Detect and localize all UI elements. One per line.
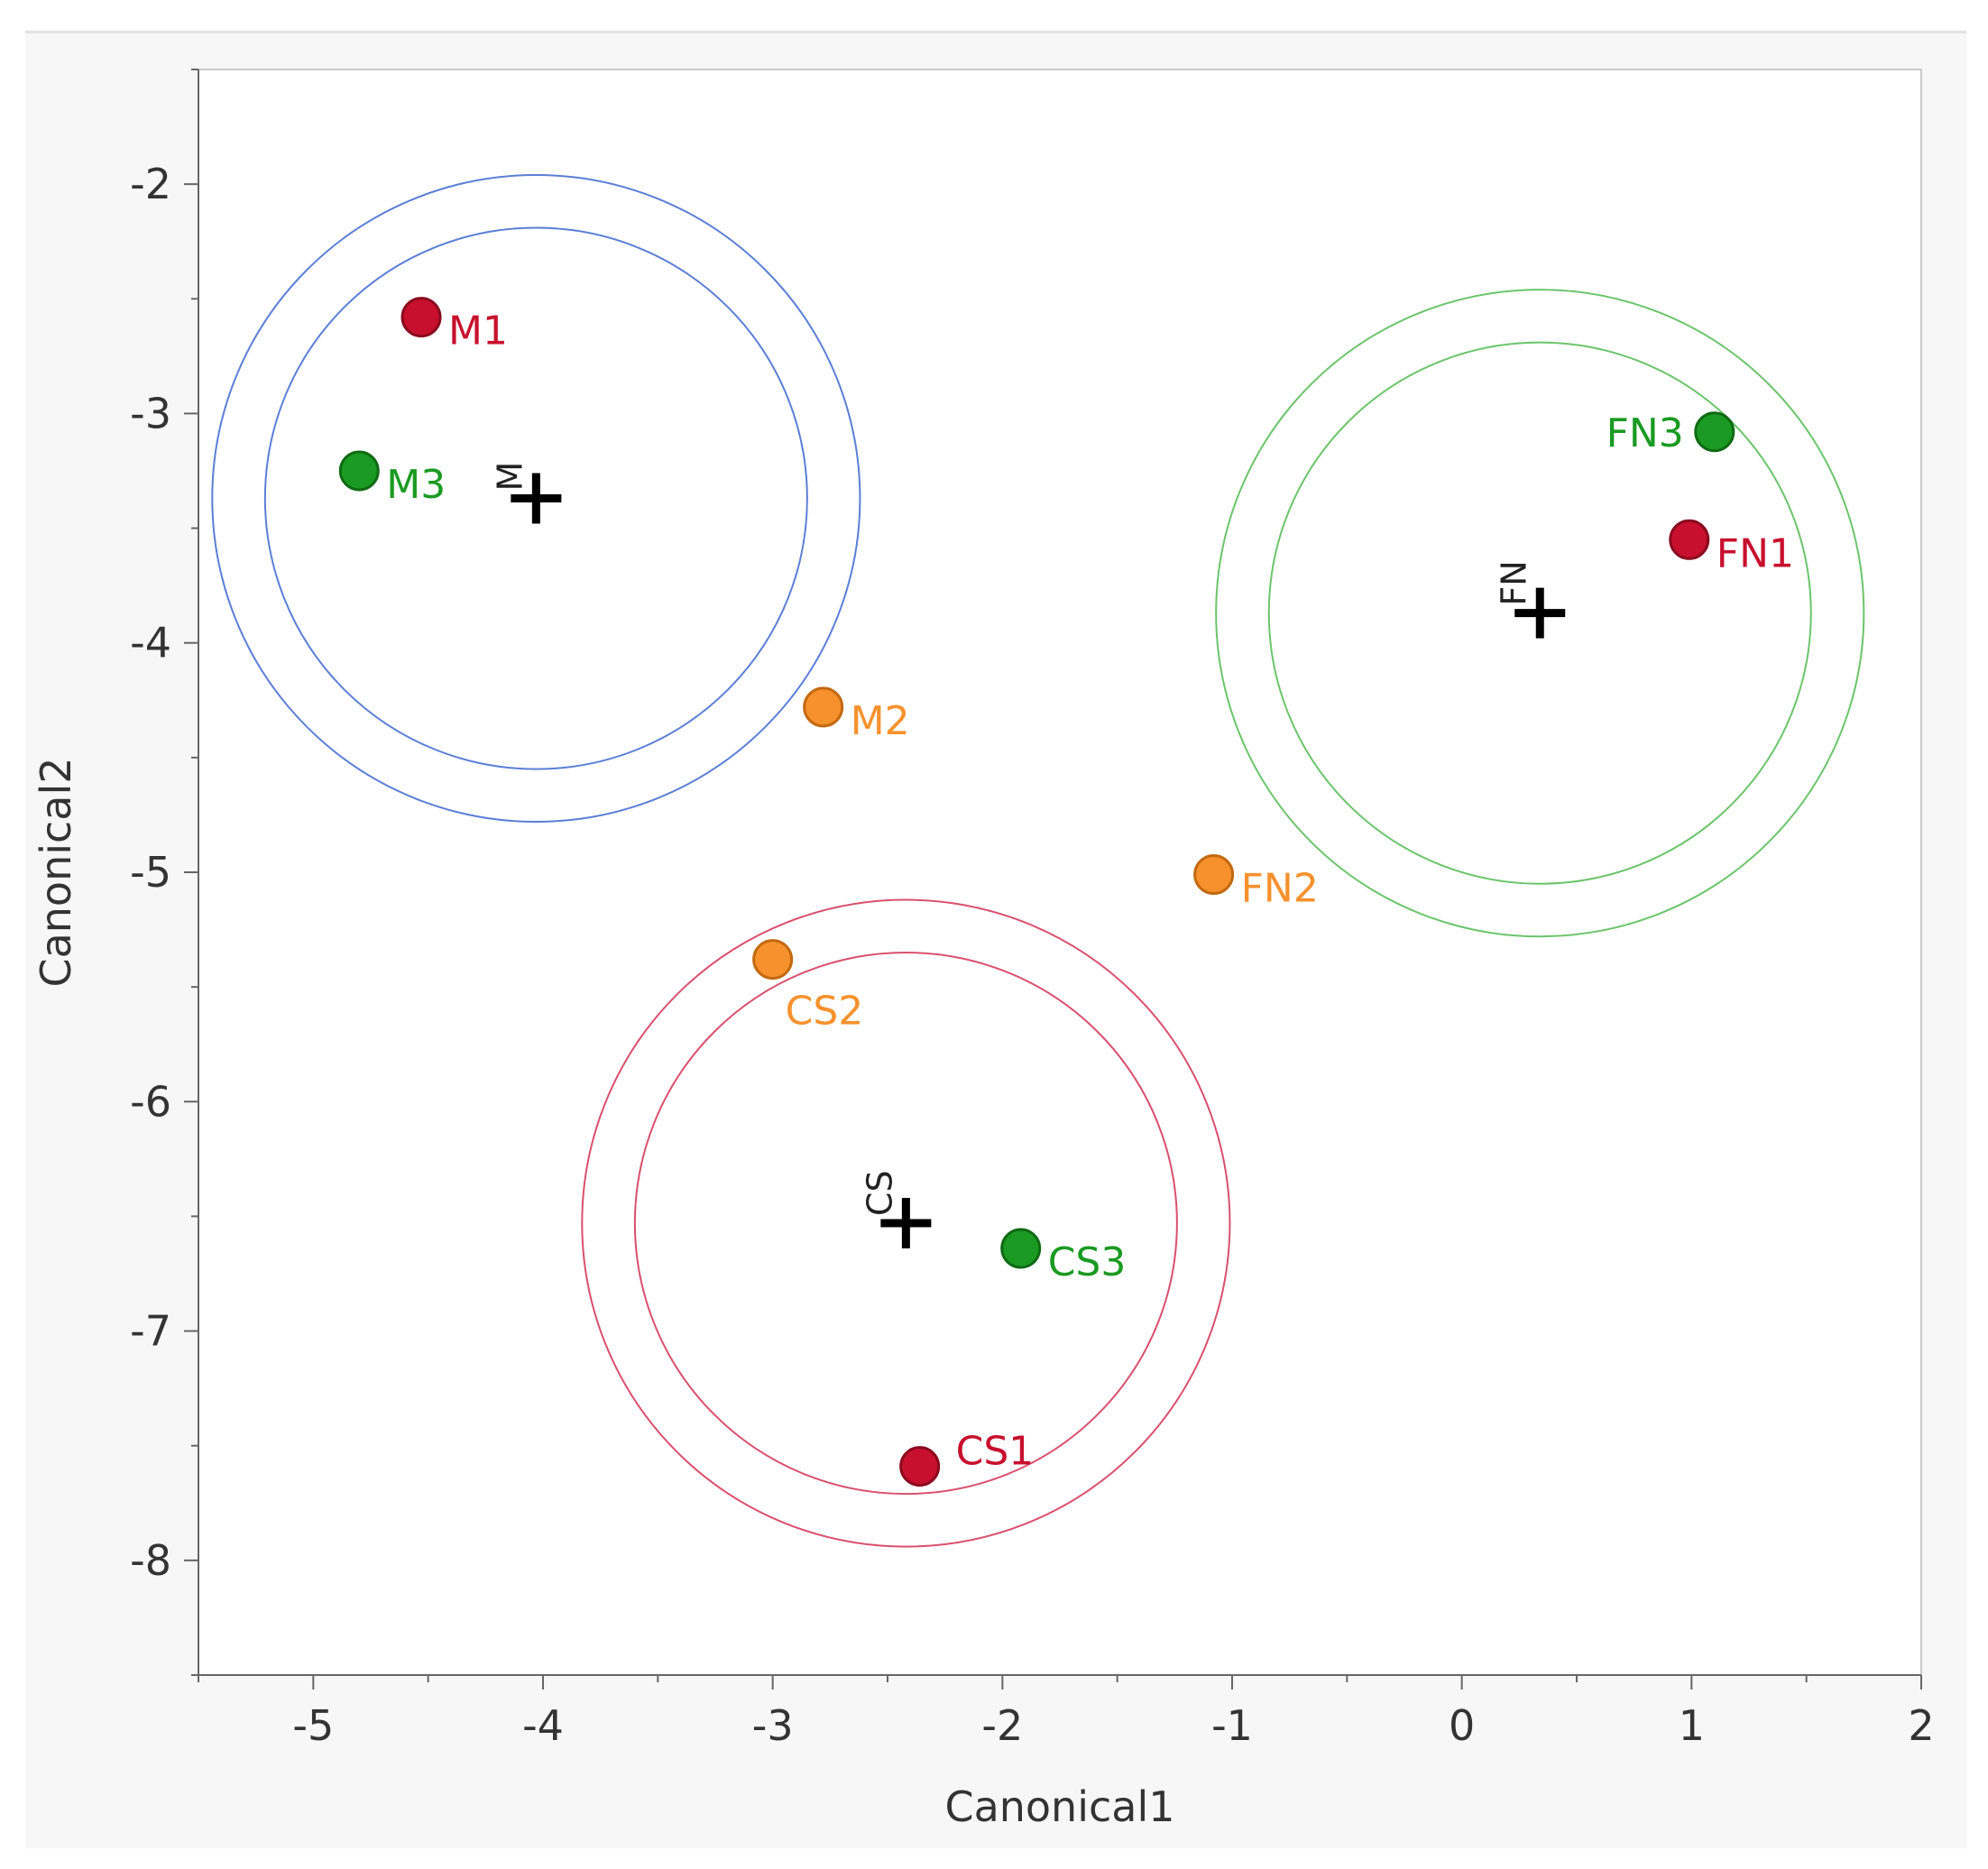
group-inner-circle — [633, 952, 1178, 1496]
y-tick-label: -3 — [130, 389, 171, 437]
chart-frame: -5 -4 -3 -2 -1 0 1 2 -2 -3 -4 -5 -6 -7 -8 M FN CS M1 M3 M… — [25, 31, 1966, 1848]
centroid-label: CS — [860, 1170, 899, 1216]
y-tick-label: -5 — [130, 848, 171, 897]
point-marker — [338, 450, 380, 492]
group-inner-circle — [1267, 341, 1812, 885]
point-marker — [1694, 411, 1735, 453]
y-tick-label: -2 — [130, 160, 171, 208]
y-tick-label: -6 — [130, 1077, 171, 1126]
x-tick-label: -5 — [292, 1701, 334, 1750]
point-label: CS3 — [1048, 1239, 1127, 1285]
x-tick-label: -2 — [981, 1701, 1023, 1750]
group-outer-circle — [211, 173, 861, 824]
y-tick-label: -4 — [130, 619, 171, 668]
point-label: CS1 — [956, 1429, 1035, 1475]
x-tick-label: -3 — [752, 1701, 794, 1750]
group-outer-circle — [581, 898, 1231, 1548]
y-axis: -2 -3 -4 -5 -6 -7 -8 — [130, 69, 199, 1676]
point-label: M2 — [851, 698, 910, 744]
point-label: M3 — [386, 462, 446, 508]
point-marker — [803, 686, 844, 728]
point-marker — [752, 939, 794, 981]
y-tick-label: -7 — [130, 1307, 171, 1356]
x-axis: -5 -4 -3 -2 -1 0 1 2 — [198, 1674, 1935, 1750]
group-centroids: M FN CS — [490, 462, 1566, 1249]
point-marker — [1000, 1228, 1042, 1269]
y-axis-label: Canonical2 — [32, 757, 80, 987]
point-label: FN1 — [1716, 530, 1794, 576]
group-outer-circle — [1215, 289, 1865, 938]
point-marker — [400, 297, 442, 338]
point-label: FN3 — [1606, 410, 1684, 456]
y-tick-label: -8 — [130, 1536, 171, 1585]
group-inner-circle — [263, 226, 808, 770]
centroid-label: FN — [1494, 560, 1533, 605]
confidence-circles — [211, 173, 1865, 1548]
point-marker — [1193, 854, 1235, 896]
data-points: M1 M3 M2 FN3 FN1 FN2 CS2 CS3 CS1 — [338, 297, 1794, 1487]
plot-area — [198, 69, 1922, 1676]
x-tick-label: -4 — [522, 1701, 564, 1750]
x-tick-label: 1 — [1679, 1701, 1705, 1750]
x-axis-label: Canonical1 — [944, 1782, 1174, 1831]
point-marker — [899, 1446, 941, 1487]
point-marker — [1669, 519, 1710, 560]
centroid-label: M — [490, 462, 529, 492]
x-tick-label: 0 — [1449, 1701, 1475, 1750]
point-label: M1 — [448, 308, 508, 354]
point-label: FN2 — [1241, 866, 1319, 912]
x-tick-label: -1 — [1211, 1701, 1253, 1750]
x-tick-label: 2 — [1908, 1701, 1934, 1750]
point-label: CS2 — [786, 989, 864, 1035]
